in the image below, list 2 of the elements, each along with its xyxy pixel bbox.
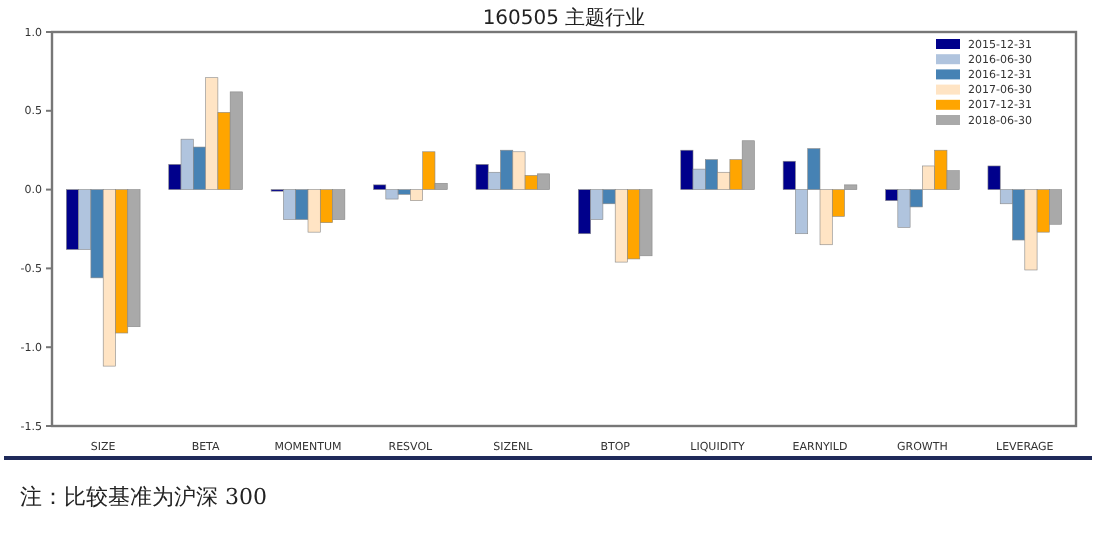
text: 注：比较基准为沪深 300 <box>20 484 267 510</box>
chart-title: 160505 主题行业 <box>482 6 646 30</box>
